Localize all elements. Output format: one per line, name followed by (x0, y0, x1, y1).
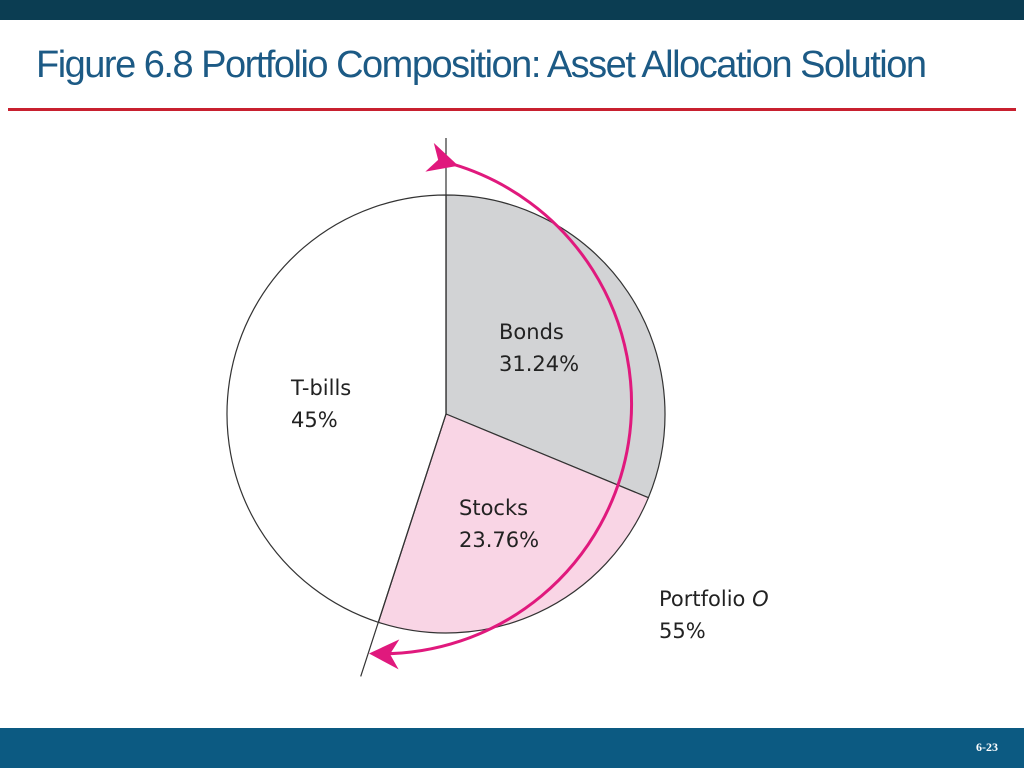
portfolio-name-italic: O (752, 587, 769, 611)
slice-label-stocks: Stocks 23.76% (459, 496, 539, 552)
portfolio-name: Portfolio O (659, 587, 769, 611)
slide-title: Figure 6.8 Portfolio Composition: Asset … (36, 44, 927, 86)
slice-name-bonds: Bonds (499, 320, 564, 344)
portfolio-arc-arrow (368, 142, 633, 670)
page-number: 6-23 (976, 740, 998, 754)
slice-value-stocks: 23.76% (459, 528, 539, 552)
title-rule (8, 108, 1016, 111)
bottom-bar (0, 728, 1024, 768)
portfolio-label: Portfolio O 55% (659, 587, 775, 643)
slice-name-tbills: T-bills (290, 376, 351, 400)
top-bar (0, 0, 1024, 20)
slice-value-tbills: 45% (291, 408, 338, 432)
portfolio-value: 55% (659, 619, 706, 643)
slice-label-tbills: T-bills 45% (290, 376, 358, 432)
pie-slice-bonds (445, 194, 666, 499)
slice-value-bonds: 31.24% (499, 352, 579, 376)
portfolio-name-text: Portfolio (659, 587, 745, 611)
slice-label-bonds: Bonds 31.24% (499, 320, 579, 376)
slice-name-stocks: Stocks (459, 496, 528, 520)
